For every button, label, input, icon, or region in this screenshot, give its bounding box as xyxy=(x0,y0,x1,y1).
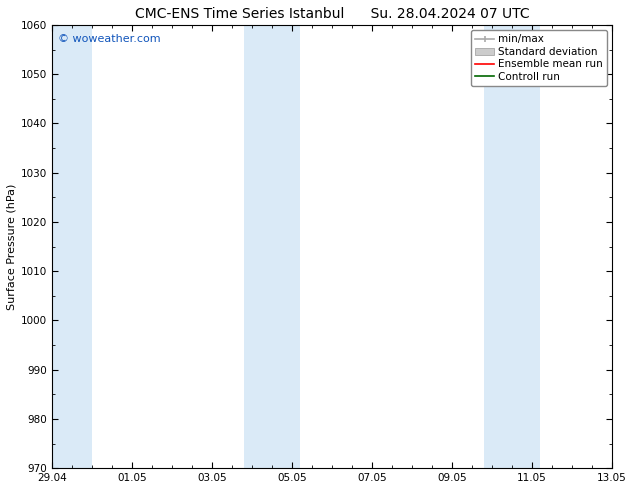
Bar xyxy=(484,25,540,468)
Title: CMC-ENS Time Series Istanbul      Su. 28.04.2024 07 UTC: CMC-ENS Time Series Istanbul Su. 28.04.2… xyxy=(135,7,529,21)
Bar xyxy=(244,25,301,468)
Y-axis label: Surface Pressure (hPa): Surface Pressure (hPa) xyxy=(7,183,17,310)
Legend: min/max, Standard deviation, Ensemble mean run, Controll run: min/max, Standard deviation, Ensemble me… xyxy=(471,30,607,86)
Bar xyxy=(48,25,92,468)
Text: © woweather.com: © woweather.com xyxy=(58,34,160,44)
